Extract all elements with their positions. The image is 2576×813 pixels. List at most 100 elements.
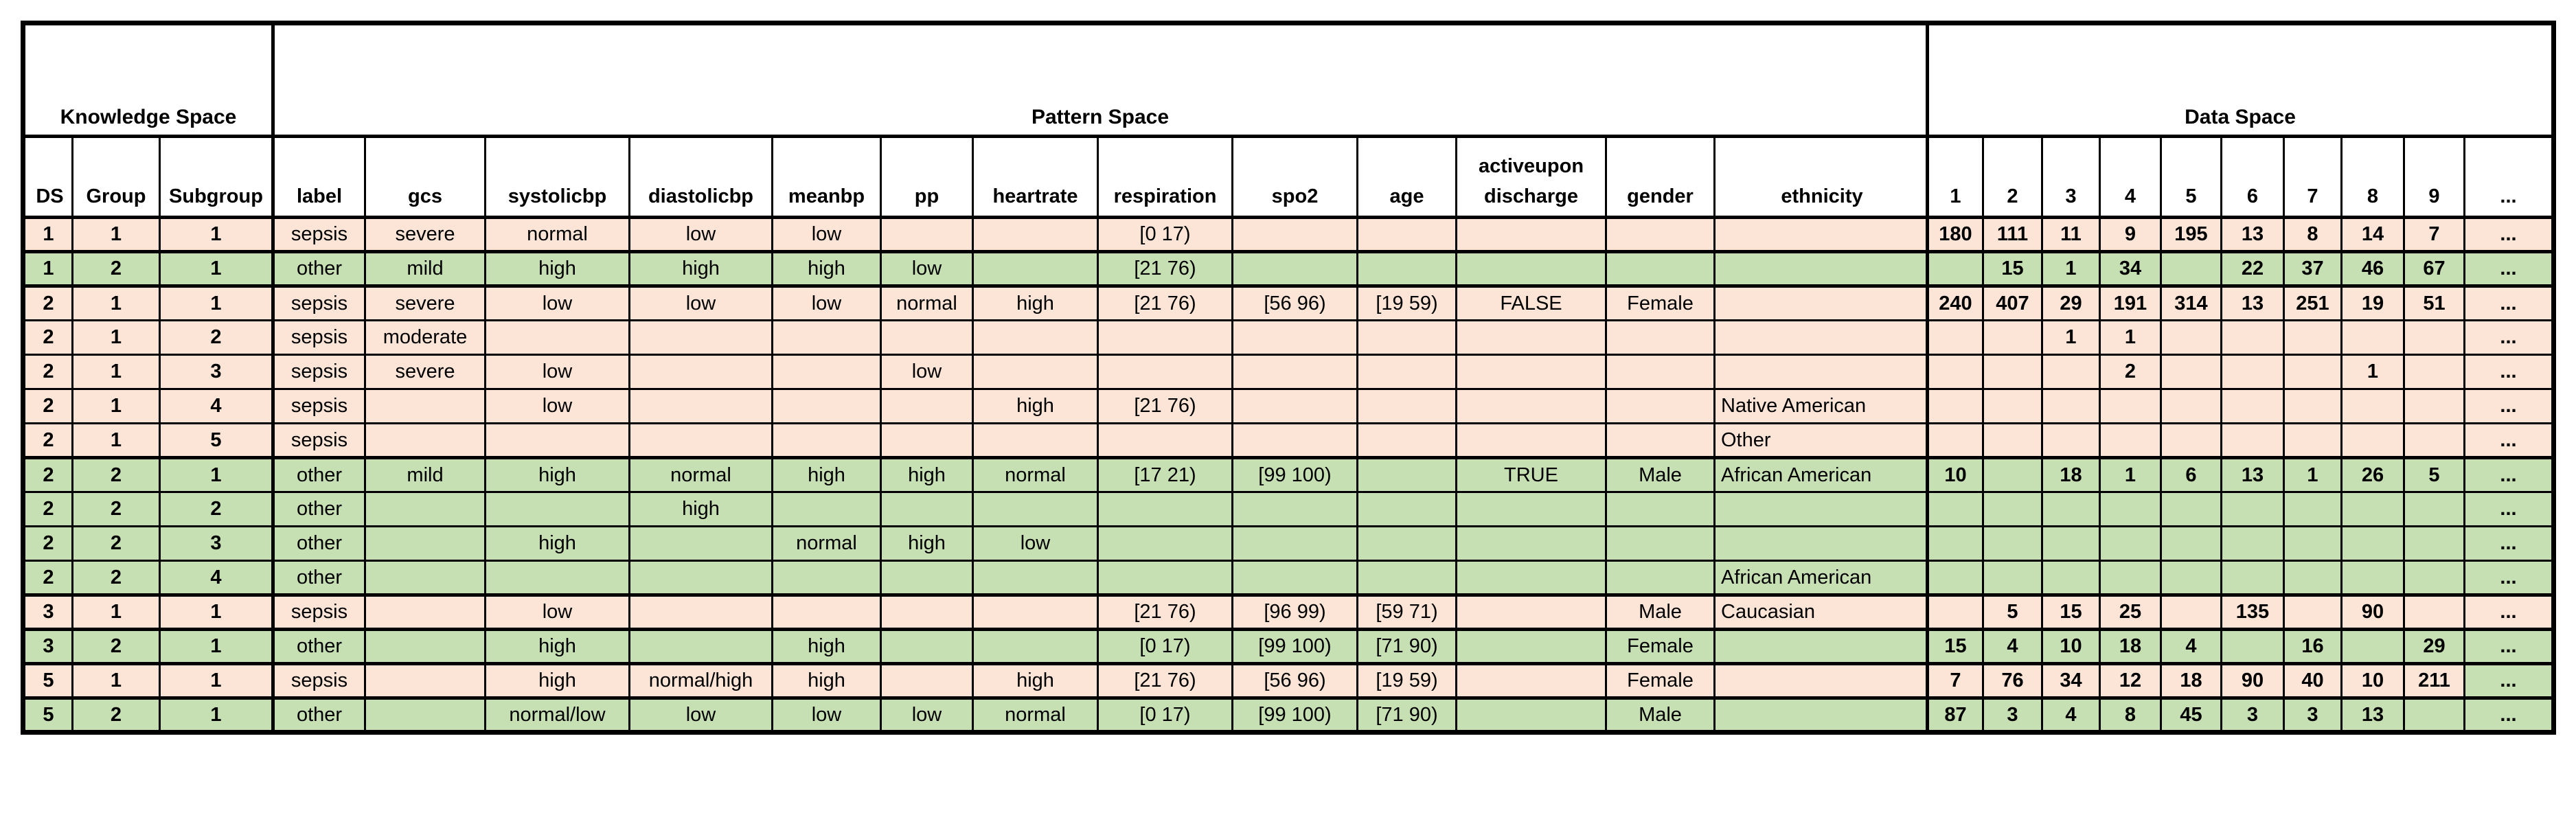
cell-2-ethnicity — [1713, 250, 1928, 287]
table-row-4: 2 1 2 sepsis moderate 1 1... — [22, 319, 2555, 356]
cell-7-subgroup: 5 — [159, 422, 274, 459]
column-header-7: 7 — [2283, 135, 2343, 219]
cell-15-3: 4 — [2041, 696, 2101, 733]
cell-9-subgroup: 2 — [159, 491, 274, 527]
cell-1-6: 13 — [2220, 216, 2285, 253]
cell-2-9: 67 — [2403, 250, 2465, 287]
cell-8-pp: high — [880, 456, 974, 493]
cell-1-label: sepsis — [271, 216, 366, 253]
column-header-: ... — [2463, 135, 2555, 219]
cell-12-4: 25 — [2099, 593, 2162, 630]
cell-3-9: 51 — [2403, 284, 2465, 321]
cell-12-diastolicbp — [628, 593, 773, 630]
cell-4-8 — [2340, 319, 2405, 356]
cell-7-ethnicity: Other — [1713, 422, 1928, 459]
cell-7-gcs — [364, 422, 486, 459]
cell-14-8: 10 — [2340, 662, 2405, 699]
cell-10-4 — [2099, 525, 2162, 562]
cell-5-age — [1356, 354, 1457, 390]
cell-1-3: 11 — [2041, 216, 2101, 253]
cell-13-systolicbp: high — [484, 628, 630, 665]
cell-10-gcs — [364, 525, 486, 562]
column-header-heartrate: heartrate — [972, 135, 1099, 219]
cell-4-respiration — [1097, 319, 1233, 356]
cell-3-1: 240 — [1926, 284, 1984, 321]
cell-3-systolicbp: low — [484, 284, 630, 321]
column-header-5: 5 — [2160, 135, 2222, 219]
cell-2-8: 46 — [2340, 250, 2405, 287]
cell-15-2: 3 — [1982, 696, 2043, 733]
cell-7-heartrate — [972, 422, 1099, 459]
cell-14-6: 90 — [2220, 662, 2285, 699]
cell-9-pp — [880, 491, 974, 527]
cell-6-gcs — [364, 388, 486, 424]
cell-4-diastolicbp — [628, 319, 773, 356]
cell-6-gender — [1605, 388, 1716, 424]
cell-15-7: 3 — [2283, 696, 2343, 733]
cell-5-pp: low — [880, 354, 974, 390]
cell-2-7: 37 — [2283, 250, 2343, 287]
cell-4-subgroup: 2 — [159, 319, 274, 356]
cell-14-5: 18 — [2160, 662, 2222, 699]
cell-5-ethnicity — [1713, 354, 1928, 390]
cell-8-heartrate: normal — [972, 456, 1099, 493]
cell-11-gcs — [364, 560, 486, 596]
column-header-label: label — [271, 135, 366, 219]
table-row-7: 2 1 5 sepsis Other... — [22, 422, 2555, 459]
column-header-group: Group — [71, 135, 161, 219]
cell-7-6 — [2220, 422, 2285, 459]
cell-9-ethnicity — [1713, 491, 1928, 527]
cell-13-: ... — [2463, 628, 2555, 665]
cell-9-systolicbp — [484, 491, 630, 527]
cell-4-2 — [1982, 319, 2043, 356]
cell-9-3 — [2041, 491, 2101, 527]
cell-3-activeupon-discharge: FALSE — [1455, 284, 1607, 321]
cell-12-ethnicity: Caucasian — [1713, 593, 1928, 630]
cell-15-4: 8 — [2099, 696, 2162, 733]
cell-9-gcs — [364, 491, 486, 527]
cell-10-activeupon-discharge — [1455, 525, 1607, 562]
cell-6-spo2 — [1231, 388, 1358, 424]
cell-14-pp — [880, 662, 974, 699]
cell-3-spo2: [56 96) — [1231, 284, 1358, 321]
cell-6-4 — [2099, 388, 2162, 424]
cell-7-activeupon-discharge — [1455, 422, 1607, 459]
cell-7-label: sepsis — [271, 422, 366, 459]
cell-10-systolicbp: high — [484, 525, 630, 562]
column-header-4: 4 — [2099, 135, 2162, 219]
cell-14-systolicbp: high — [484, 662, 630, 699]
cell-3-group: 1 — [71, 284, 161, 321]
cell-15-5: 45 — [2160, 696, 2222, 733]
cell-12-heartrate — [972, 593, 1099, 630]
cell-14-9: 211 — [2403, 662, 2465, 699]
cell-6-meanbp — [771, 388, 882, 424]
cell-12-7 — [2283, 593, 2343, 630]
column-header-9: 9 — [2403, 135, 2465, 219]
cell-4-gcs: moderate — [364, 319, 486, 356]
cell-15-8: 13 — [2340, 696, 2405, 733]
cell-11-age — [1356, 560, 1457, 596]
cell-7-diastolicbp — [628, 422, 773, 459]
column-header-3: 3 — [2041, 135, 2101, 219]
cell-8-meanbp: high — [771, 456, 882, 493]
cell-7-pp — [880, 422, 974, 459]
cell-7-ds: 2 — [22, 422, 73, 459]
cell-8-1: 10 — [1926, 456, 1984, 493]
cell-2-gcs: mild — [364, 250, 486, 287]
cell-9-gender — [1605, 491, 1716, 527]
cell-9-respiration — [1097, 491, 1233, 527]
cell-8-9: 5 — [2403, 456, 2465, 493]
column-header-row: DS Group Subgroup label gcs systolicbp diastol… — [22, 135, 2555, 219]
cell-8-6: 13 — [2220, 456, 2285, 493]
cell-5-activeupon-discharge — [1455, 354, 1607, 390]
cell-9-meanbp — [771, 491, 882, 527]
cell-3-6: 13 — [2220, 284, 2285, 321]
cell-13-ethnicity — [1713, 628, 1928, 665]
table-row-5: 2 1 3 sepsis severe low low 2 1... — [22, 354, 2555, 390]
cell-4-group: 1 — [71, 319, 161, 356]
cell-6-label: sepsis — [271, 388, 366, 424]
cell-10-label: other — [271, 525, 366, 562]
table-row-1: 1 1 1 sepsis severe normal low low [0 17) 180 111 1… — [22, 216, 2555, 253]
cell-5-spo2 — [1231, 354, 1358, 390]
section-header-knowledge-space: Knowledge Space — [22, 22, 274, 138]
